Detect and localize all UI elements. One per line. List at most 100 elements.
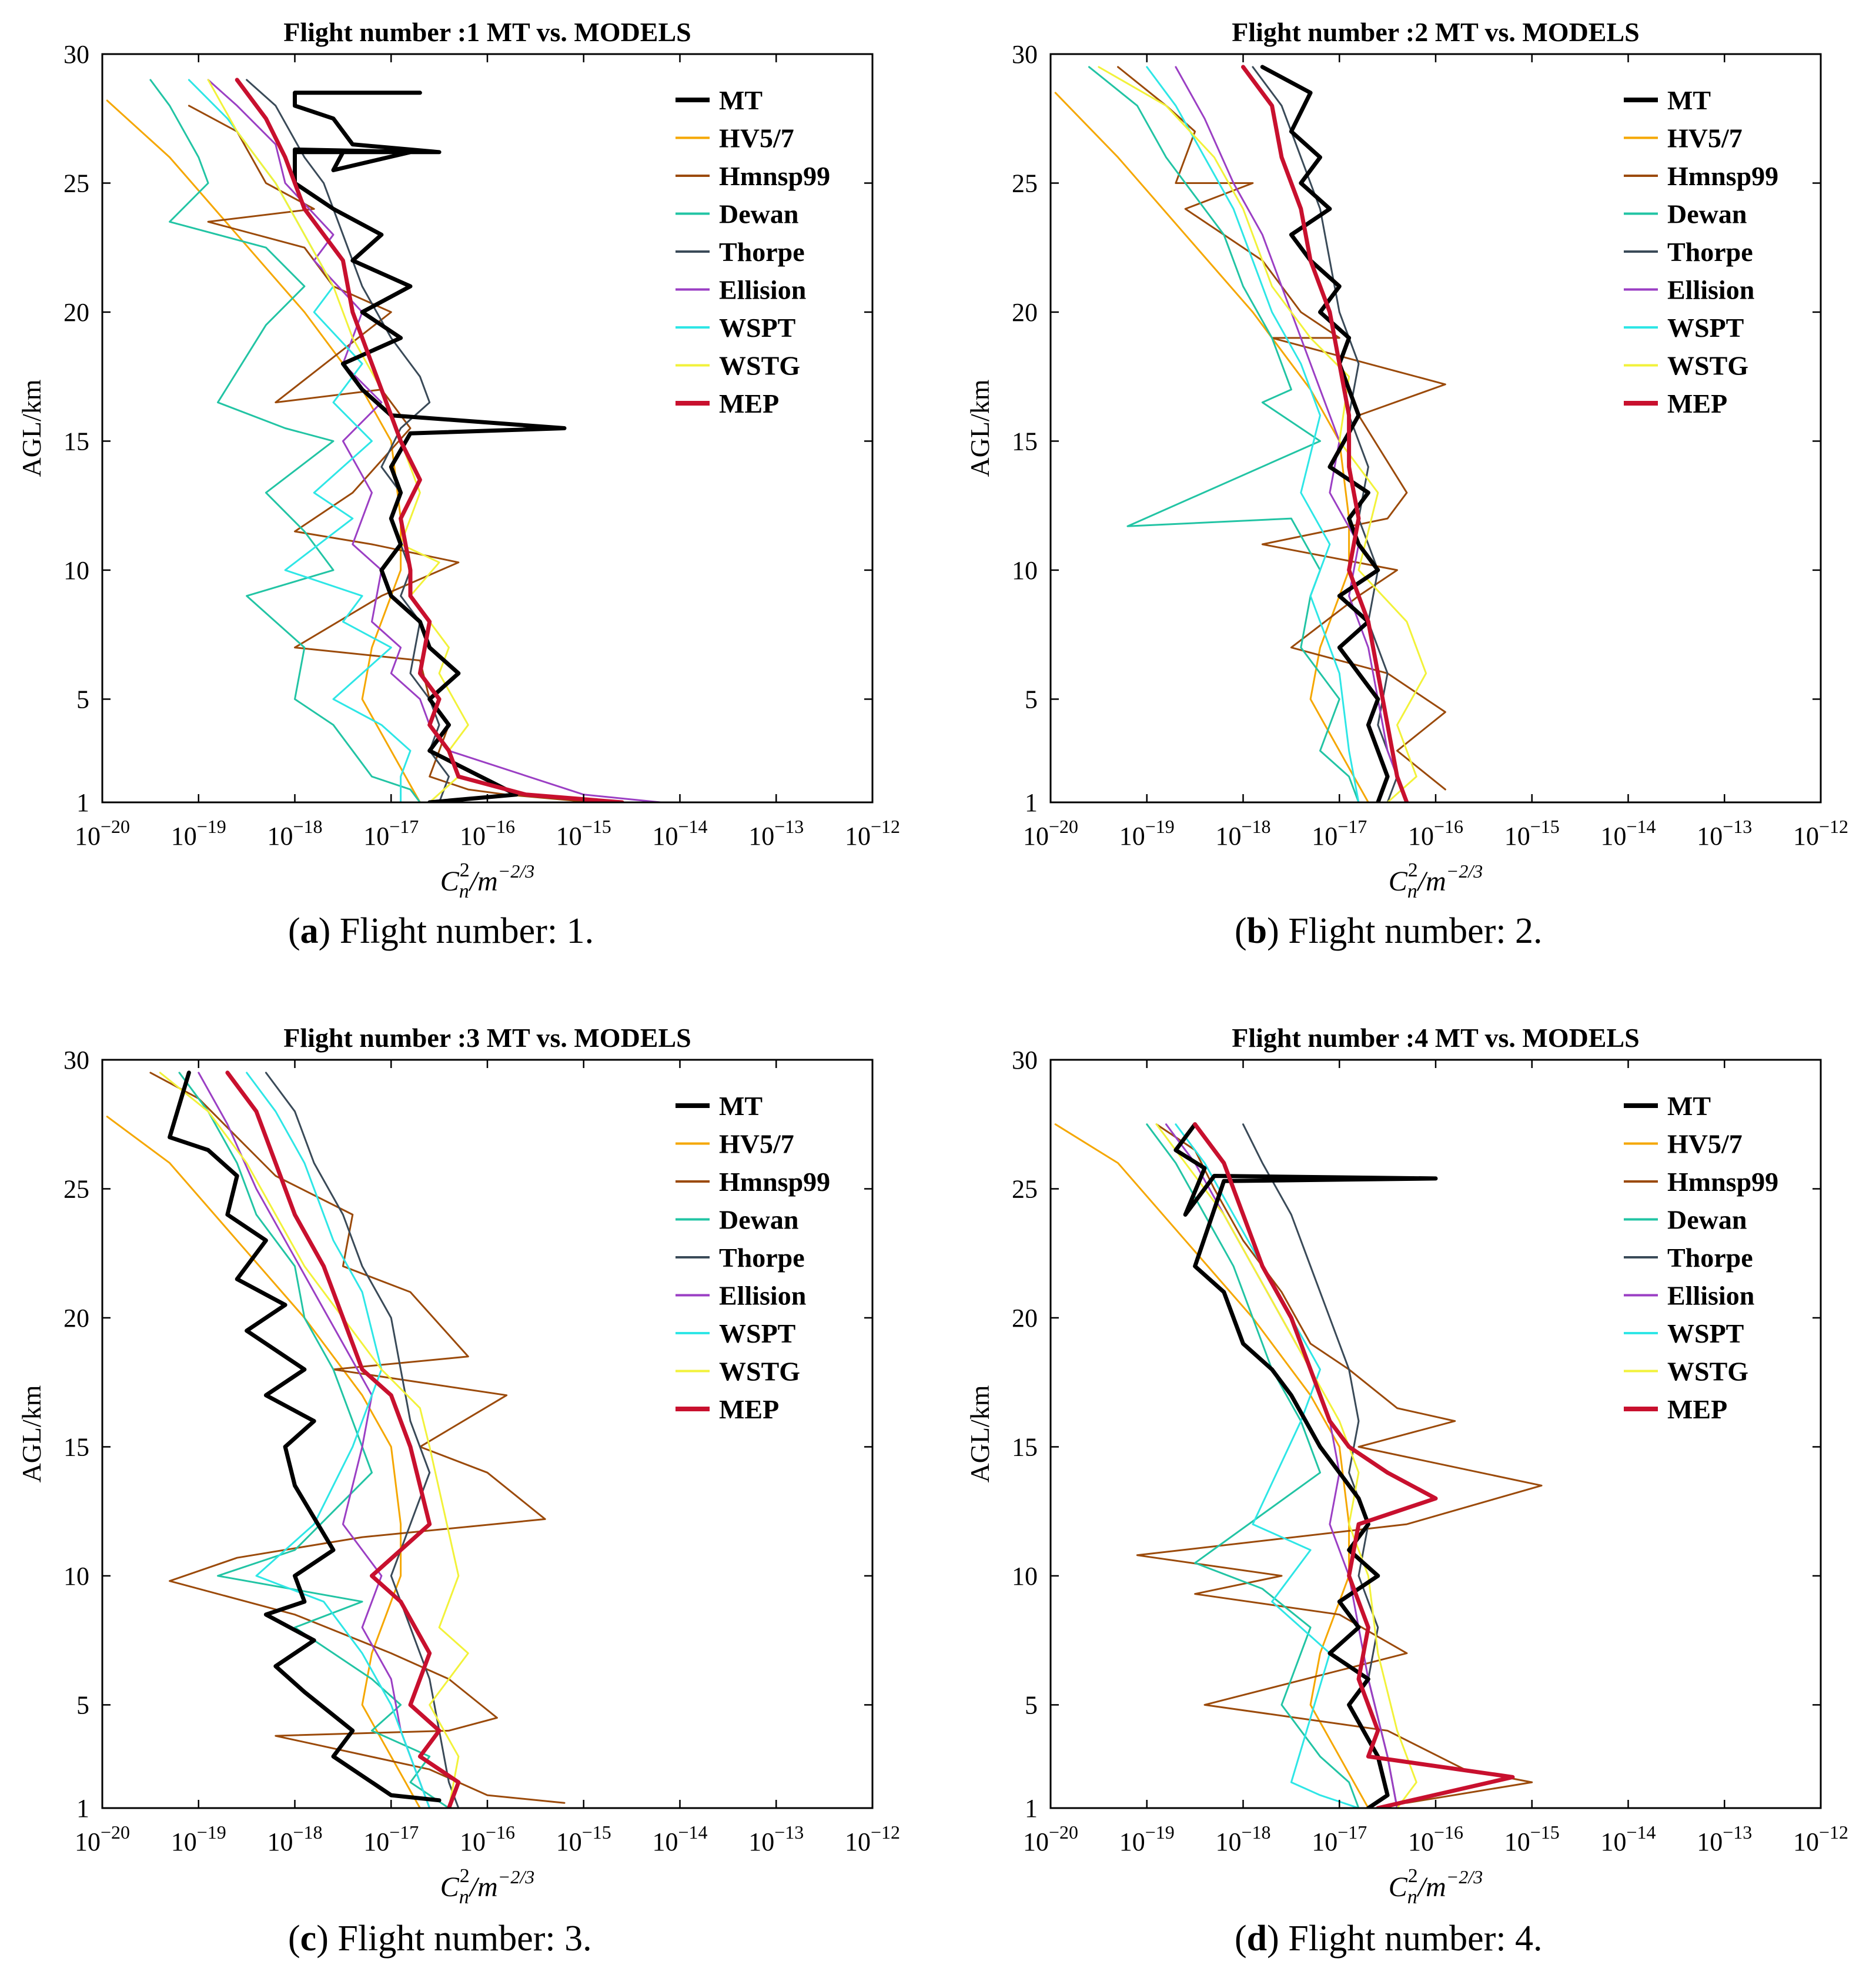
panel-caption: (d) Flight number: 4. — [1235, 1919, 1543, 1959]
legend-entry: WSTG — [1667, 1357, 1748, 1387]
series-line-mep — [225, 1070, 461, 1808]
legend-entry: MT — [1667, 1091, 1711, 1121]
y-tick-label: 1 — [76, 1794, 89, 1823]
series-line-ellision — [198, 1072, 431, 1808]
x-tick-label: 10−14 — [652, 816, 707, 851]
chart-panel-3: Flight number :3 MT vs. MODELS 10−20 10−19… — [16, 1023, 900, 1959]
y-tick-label: 5 — [76, 685, 89, 714]
legend-entry: MEP — [1667, 389, 1727, 419]
x-tick-label: 10−20 — [1023, 1822, 1078, 1856]
y-tick-label: 15 — [63, 1432, 89, 1461]
x-tick-label: 10−16 — [1408, 1822, 1463, 1856]
legend-entry: MT — [719, 85, 763, 115]
y-tick-label: 5 — [76, 1691, 89, 1719]
chart-title: Flight number :4 MT vs. MODELS — [1232, 1023, 1639, 1053]
x-tick-label: 10−13 — [748, 816, 804, 851]
legend-entry: WSPT — [1667, 1318, 1744, 1348]
series-line-mep — [1241, 65, 1409, 802]
series-line-hmnsp99 — [1136, 1123, 1543, 1804]
legend-entry: Hmnsp99 — [719, 1167, 830, 1197]
series-group — [1054, 1122, 1543, 1808]
legend-entry: Ellision — [1667, 275, 1754, 305]
chart-title: Flight number :3 MT vs. MODELS — [283, 1023, 691, 1053]
panel-caption: (a) Flight number: 1. — [288, 911, 594, 951]
series-line-thorpe — [265, 1072, 460, 1808]
x-tick-label: 10−15 — [1504, 816, 1560, 851]
series-line-thorpe — [1242, 1123, 1398, 1808]
x-tick-label: 10−17 — [1312, 1822, 1367, 1856]
legend-entry: HV5/7 — [719, 123, 794, 153]
x-axis-label: Cn2/m−2/3 — [440, 859, 535, 902]
y-tick-label: 25 — [63, 1174, 89, 1203]
y-tick-label: 1 — [1025, 788, 1038, 817]
y-axis-label: AGL/km — [16, 379, 46, 477]
legend-entry: WSPT — [1667, 313, 1744, 343]
legend-entry: Dewan — [719, 1205, 798, 1235]
x-tick-label: 10−14 — [1600, 816, 1656, 851]
legend-entry: HV5/7 — [719, 1129, 794, 1159]
series-line-mep — [235, 78, 624, 802]
y-tick-label: 10 — [1012, 1562, 1038, 1591]
series-line-wspt — [1175, 1123, 1360, 1808]
legend-entry: MEP — [719, 389, 779, 419]
legend-entry: Dewan — [719, 199, 798, 229]
x-tick-label: 10−19 — [1119, 1822, 1175, 1856]
series-line-dewan — [1146, 1123, 1360, 1808]
legend-entry: Thorpe — [1667, 237, 1753, 267]
legend-entry: WSPT — [719, 313, 795, 343]
series-line-hv5-7 — [1054, 1123, 1369, 1808]
y-tick-label: 30 — [63, 1046, 89, 1074]
x-axis-label: Cn2/m−2/3 — [1389, 1865, 1483, 1908]
x-tick-label: 10−13 — [1697, 816, 1752, 851]
series-line-dewan — [149, 79, 421, 802]
chart-panel-2: Flight number :2 MT vs. MODELS 10−20 10−19… — [965, 17, 1848, 951]
legend-entry: WSTG — [719, 1357, 800, 1387]
series-line-hv5-7 — [106, 99, 421, 802]
y-tick-label: 30 — [63, 40, 89, 69]
series-line-hmnsp99 — [188, 105, 594, 802]
legend-entry: Hmnsp99 — [1667, 1167, 1778, 1197]
series-line-dewan — [1088, 66, 1360, 802]
y-tick-label: 5 — [1025, 1691, 1038, 1719]
x-axis-label: Cn2/m−2/3 — [440, 1865, 535, 1908]
x-tick-label: 10−12 — [1793, 1822, 1848, 1856]
x-tick-label: 10−14 — [652, 1822, 707, 1856]
legend-entry: WSTG — [1667, 351, 1748, 381]
panel-caption: (c) Flight number: 3. — [288, 1919, 592, 1959]
x-tick-label: 10−20 — [75, 816, 130, 851]
y-axis-label: AGL/km — [965, 1385, 995, 1482]
x-axis-label: Cn2/m−2/3 — [1389, 859, 1483, 902]
x-tick-label: 10−16 — [460, 1822, 515, 1856]
x-tick-label: 10−18 — [267, 1822, 322, 1856]
x-tick-label: 10−14 — [1600, 1822, 1656, 1856]
series-line-mt — [1173, 1122, 1438, 1808]
y-tick-label: 30 — [1012, 40, 1038, 69]
x-tick-label: 10−12 — [1793, 816, 1848, 851]
legend-entry: Thorpe — [1667, 1243, 1753, 1273]
y-tick-label: 5 — [1025, 685, 1038, 714]
y-tick-label: 20 — [1012, 1304, 1038, 1333]
x-tick-label: 10−15 — [556, 1822, 611, 1856]
x-tick-label: 10−15 — [1504, 1822, 1560, 1856]
legend-entry: MT — [1667, 85, 1711, 115]
chart-title: Flight number :2 MT vs. MODELS — [1232, 17, 1639, 47]
x-tick-label: 10−12 — [845, 1822, 900, 1856]
series-line-thorpe — [1252, 66, 1398, 802]
panel-caption: (b) Flight number: 2. — [1235, 911, 1543, 951]
x-tick-label: 10−18 — [1215, 816, 1270, 851]
x-tick-label: 10−18 — [1215, 1822, 1270, 1856]
y-tick-label: 10 — [1012, 556, 1038, 585]
x-tick-label: 10−19 — [171, 816, 226, 851]
x-tick-label: 10−19 — [1119, 816, 1175, 851]
y-tick-label: 20 — [63, 1304, 89, 1333]
series-line-wspt — [1146, 66, 1360, 802]
x-tick-label: 10−12 — [845, 816, 900, 851]
legend-entry: WSPT — [719, 1318, 795, 1348]
legend-entry: Hmnsp99 — [719, 161, 830, 191]
y-tick-label: 10 — [63, 1562, 89, 1591]
y-axis-label: AGL/km — [16, 1385, 46, 1482]
y-tick-label: 25 — [1012, 1174, 1038, 1203]
series-group — [106, 1070, 566, 1808]
legend-entry: Hmnsp99 — [1667, 161, 1778, 191]
series-line-wspt — [246, 1072, 431, 1808]
